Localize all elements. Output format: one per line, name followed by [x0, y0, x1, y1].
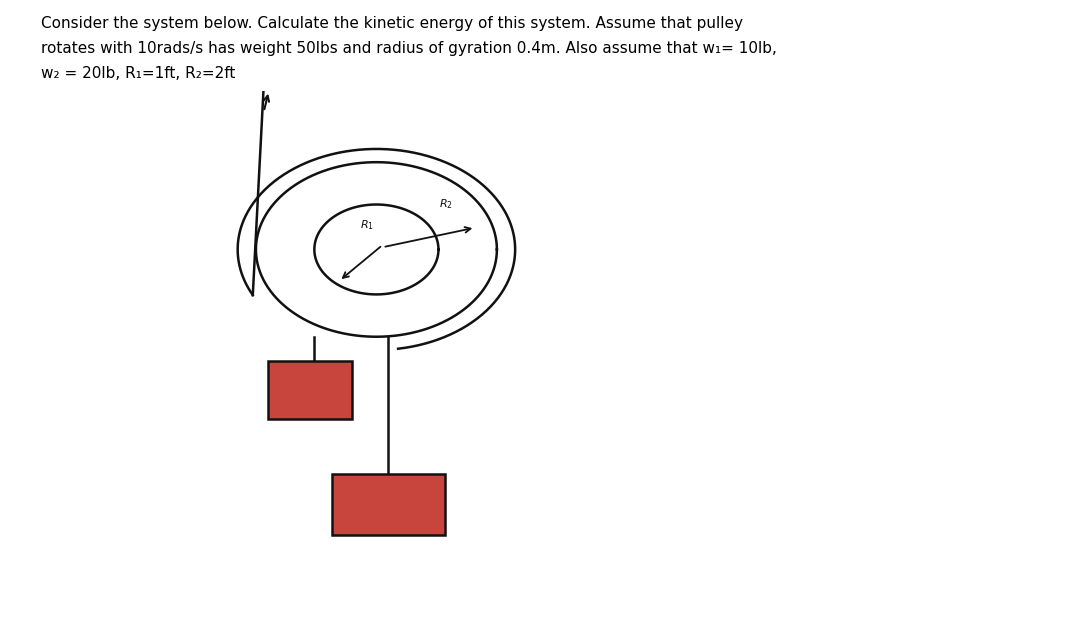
- Text: w₂ = 20lb, R₁=1ft, R₂=2ft: w₂ = 20lb, R₁=1ft, R₂=2ft: [41, 66, 235, 81]
- Text: rotates with 10rads/s has weight 50lbs and radius of gyration 0.4m. Also assume : rotates with 10rads/s has weight 50lbs a…: [41, 41, 776, 56]
- Text: $R_1$: $R_1$: [360, 218, 374, 232]
- FancyBboxPatch shape: [268, 361, 352, 419]
- Text: $R_2$: $R_2$: [439, 197, 453, 211]
- FancyBboxPatch shape: [332, 475, 445, 535]
- Text: $w_2$: $w_2$: [376, 496, 400, 514]
- Text: $\omega_1$: $\omega_1$: [300, 384, 320, 400]
- Text: Consider the system below. Calculate the kinetic energy of this system. Assume t: Consider the system below. Calculate the…: [41, 16, 743, 31]
